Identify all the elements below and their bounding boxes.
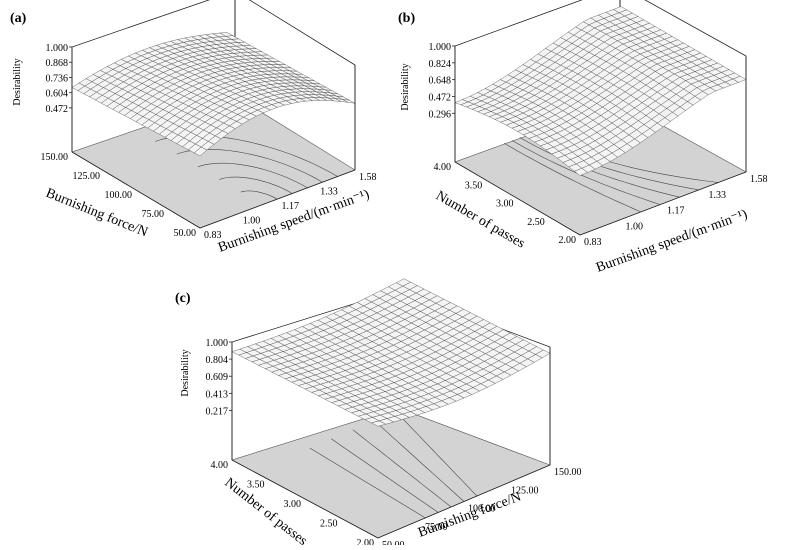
left-axis-tick-label: 4.00 xyxy=(211,460,229,471)
floor-contour-line xyxy=(374,420,465,502)
panel-a: (a) Desirability 1.000 0.868 0.736 0.604 0.472… xyxy=(10,0,377,256)
z-tick-label: 0.824 xyxy=(429,59,452,70)
z-tick-label: 0.413 xyxy=(206,389,229,400)
right-axis-tick-label: 1.33 xyxy=(709,190,727,201)
z-tick-label: 0.736 xyxy=(46,73,69,84)
left-axis-tick-label: 2.50 xyxy=(320,519,338,530)
left-axis-tick-label: 50.00 xyxy=(174,228,197,239)
right-axis-tick-label: 1.17 xyxy=(667,206,685,217)
right-axis-tick-label: 50.00 xyxy=(382,540,405,545)
floor-contour-line xyxy=(504,143,642,213)
z-tick-label: 0.868 xyxy=(46,58,69,69)
left-axis-tick-label: 75.00 xyxy=(142,209,165,220)
z-axis-label: Desirability xyxy=(400,63,411,110)
z-tick-label: 0.296 xyxy=(429,109,452,120)
floor-front-edges xyxy=(231,459,551,539)
z-tick-label: 1.000 xyxy=(206,338,229,349)
right-axis-tick-label: 100.00 xyxy=(468,504,496,515)
z-tick-label: 1.000 xyxy=(429,42,452,53)
panel-label: (a) xyxy=(10,11,27,26)
right-axis-tick-label: 1.00 xyxy=(626,221,644,232)
right-axis-tick-label: 1.17 xyxy=(282,201,300,212)
floor-front-edges xyxy=(71,151,356,229)
left-axis-tick-label: 3.00 xyxy=(496,199,514,210)
right-axis-tick-label: 0.83 xyxy=(204,230,222,241)
z-tick-label: 1.000 xyxy=(46,43,69,54)
z-tick-label: 0.604 xyxy=(46,89,69,100)
z-tick-label: 0.804 xyxy=(206,355,229,366)
left-axis-tick-label: 2.00 xyxy=(559,235,577,246)
z-tick-label: 0.472 xyxy=(46,104,69,115)
panel-c: (c) Desirability 1.000 0.804 0.609 0.413 0.217… xyxy=(175,278,582,550)
left-axis-tick-label: 2.00 xyxy=(357,538,375,545)
z-axis-label: Desirability xyxy=(12,58,23,105)
floor-contour-line xyxy=(309,447,426,519)
right-axis-tick-label: 1.58 xyxy=(359,172,377,183)
left-axis-tick-label: 2.50 xyxy=(527,217,545,228)
right-axis-tick-label: 1.58 xyxy=(750,174,768,185)
z-tick-label: 0.472 xyxy=(429,92,452,103)
z-tick-label: 0.609 xyxy=(206,372,229,383)
surface-cell xyxy=(219,32,234,37)
surface-cell xyxy=(613,6,628,13)
left-axis-tick-label: 3.50 xyxy=(247,480,265,491)
floor-contour-line xyxy=(352,429,452,508)
panel-b: (b) Desirability 1.000 0.824 0.648 0.472 0.296… xyxy=(398,0,768,276)
floor-contour-line xyxy=(240,190,278,200)
floor-contour-line xyxy=(395,411,478,497)
panel-label: (b) xyxy=(398,11,415,26)
surface-cell xyxy=(395,278,411,287)
right-axis-tick-label: 150.00 xyxy=(554,467,582,478)
floor-front-edges xyxy=(454,161,747,236)
z-tick-label: 0.648 xyxy=(429,76,452,87)
floor-contour-line xyxy=(331,438,439,513)
left-axis-tick-label: 3.50 xyxy=(465,180,483,191)
left-axis-tick-label: 3.00 xyxy=(284,499,302,510)
floor-contour-line xyxy=(197,162,308,189)
floor-contour-line xyxy=(219,176,293,194)
z-axis-label: Desirability xyxy=(180,349,191,396)
right-axis-tick-label: 1.33 xyxy=(320,187,338,198)
left-axis-tick-label: 4.00 xyxy=(434,162,452,173)
right-axis-tick-label: 125.00 xyxy=(511,485,539,496)
left-axis-tick-label: 150.00 xyxy=(41,152,69,163)
right-axis-tick-label: 1.00 xyxy=(243,216,261,227)
left-axis-title: Burnishing force/N xyxy=(44,186,150,241)
right-axis-tick-label: 75.00 xyxy=(425,522,448,533)
right-axis-tick-label: 0.83 xyxy=(584,237,602,248)
left-axis-tick-label: 125.00 xyxy=(73,171,101,182)
z-tick-label: 0.217 xyxy=(206,406,229,417)
panel-label: (c) xyxy=(175,291,191,306)
left-axis-tick-label: 100.00 xyxy=(105,190,133,201)
